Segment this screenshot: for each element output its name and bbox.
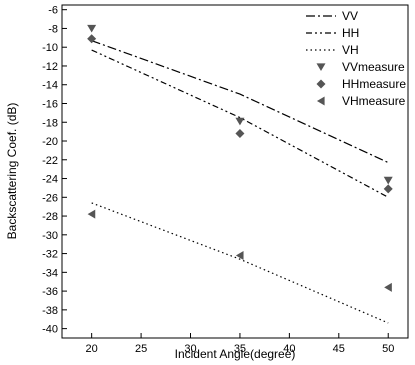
legend-swatch-vhmeasure bbox=[316, 96, 325, 106]
y-tick-label: -20 bbox=[42, 136, 58, 148]
x-tick-label: 40 bbox=[283, 343, 295, 355]
legend-label-vh: VH bbox=[342, 43, 359, 57]
data-point-hhmeasure bbox=[87, 34, 97, 44]
legend-label-vhmeasure: VHmeasure bbox=[342, 94, 406, 108]
legend-swatch-vvmeasure bbox=[316, 63, 326, 72]
y-tick-label: -8 bbox=[48, 23, 58, 35]
legend-label-vv: VV bbox=[342, 9, 358, 23]
x-tick-label: 50 bbox=[382, 343, 394, 355]
y-tick-label: -32 bbox=[42, 249, 58, 261]
data-point-vhmeasure bbox=[384, 282, 392, 292]
y-tick-label: -38 bbox=[42, 305, 58, 317]
legend-label-hhmeasure: HHmeasure bbox=[342, 77, 406, 91]
data-point-vvmeasure bbox=[87, 24, 97, 33]
x-tick-label: 30 bbox=[184, 343, 196, 355]
data-point-vvmeasure bbox=[383, 176, 393, 185]
y-tick-label: -14 bbox=[42, 80, 58, 92]
x-tick-label: 45 bbox=[333, 343, 345, 355]
y-tick-label: -24 bbox=[42, 174, 58, 186]
y-tick-label: -12 bbox=[42, 61, 58, 73]
data-point-hhmeasure bbox=[235, 129, 245, 139]
series-line-vv bbox=[91, 40, 389, 164]
y-tick-label: -30 bbox=[42, 230, 58, 242]
y-tick-label: -16 bbox=[42, 98, 58, 110]
series-line-hh bbox=[91, 49, 389, 198]
y-tick-label: -6 bbox=[48, 5, 58, 17]
y-tick-label: -28 bbox=[42, 211, 58, 223]
plot-frame bbox=[61, 4, 409, 339]
data-point-vhmeasure bbox=[87, 209, 96, 219]
series-line-vh bbox=[91, 202, 389, 324]
data-point-hhmeasure bbox=[383, 184, 393, 194]
x-axis-label: Incident Angle(degree) bbox=[175, 347, 296, 361]
y-axis-label: Backscattering Coef. (dB) bbox=[5, 103, 19, 240]
series-layer bbox=[87, 24, 393, 324]
y-tick-label: -22 bbox=[42, 155, 58, 167]
x-axis: 20 25 30 35 40 45 50 bbox=[86, 333, 394, 355]
y-tick-label: -34 bbox=[42, 267, 58, 279]
legend: VV HH VH VVmeasure HHmeasure VHmeasure bbox=[306, 9, 406, 108]
y-axis: -6 -8 -10 -12 -14 -16 -18 -20 -22 -24 -26 -28 -30 -32… bbox=[42, 5, 67, 336]
legend-label-vvmeasure: VVmeasure bbox=[342, 60, 405, 74]
y-tick-label: -26 bbox=[42, 192, 58, 204]
y-tick-label: -10 bbox=[42, 42, 58, 54]
x-tick-label: 25 bbox=[135, 343, 147, 355]
data-point-vvmeasure bbox=[235, 117, 245, 126]
data-point-vhmeasure bbox=[235, 250, 244, 260]
y-tick-label: -36 bbox=[42, 286, 58, 298]
y-tick-label: -40 bbox=[42, 324, 58, 336]
y-tick-label: -18 bbox=[42, 117, 58, 129]
legend-swatch-hhmeasure bbox=[316, 79, 326, 89]
x-tick-label: 35 bbox=[234, 343, 246, 355]
x-tick-label: 20 bbox=[86, 343, 98, 355]
legend-label-hh: HH bbox=[342, 26, 359, 40]
